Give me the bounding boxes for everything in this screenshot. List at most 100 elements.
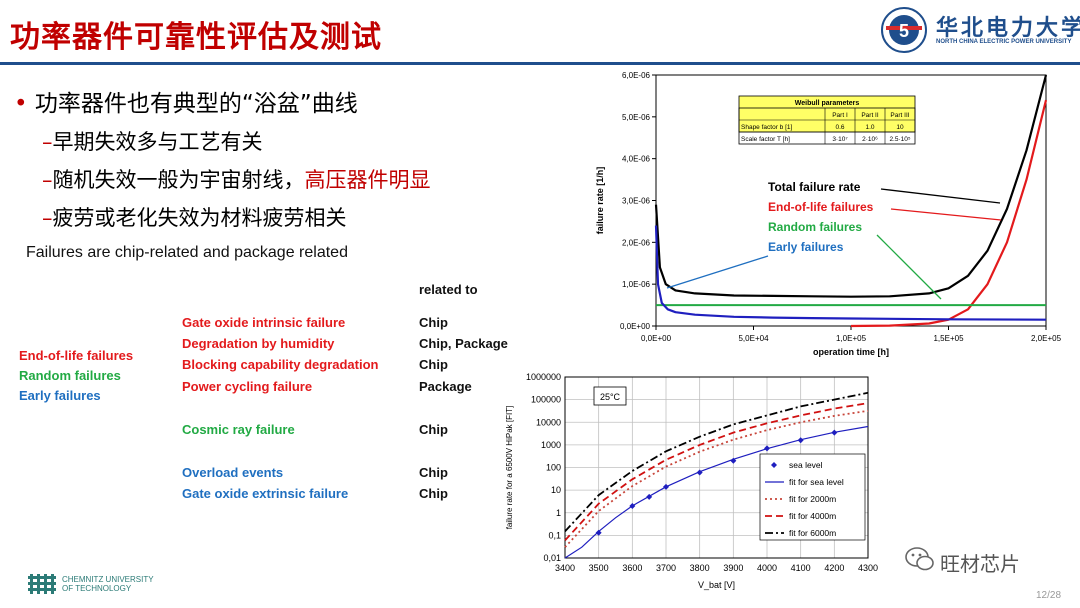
series-line [654,74,1048,298]
weibull-cell: 0.6 [835,124,844,131]
x-tick-label: 4000 [757,563,777,573]
weibull-cell: Part II [861,112,879,119]
weibull-cell: Shape factor b [1] [741,124,793,131]
emblem-digit: 5 [899,21,909,41]
failure-mode-label: Degradation by humidity [182,336,335,351]
annotation-text: 25°C [600,392,621,402]
weibull-cell: Part III [890,112,909,119]
failure-mode-label: Gate oxide intrinsic failure [182,315,346,330]
sub-bullet-1: –早期失效多与工艺有关 [42,126,263,156]
y-tick-label: 2,0E-06 [622,238,651,247]
y-tick-label: 1000000 [526,372,561,382]
legend-label: fit for 2000m [789,494,836,504]
university-name-cn: 华北电力大学 [936,15,1080,41]
x-tick-label: 4200 [824,563,844,573]
dash-icon: – [42,168,53,192]
y-tick-label: 0,0E+00 [620,322,651,331]
failure-mode-label: Cosmic ray failure [182,422,295,437]
dash-icon: – [42,130,53,154]
weibull-cell: Part I [832,112,848,119]
x-tick-label: 5,0E+04 [738,334,769,343]
series-label: End-of-life failures [768,200,874,214]
legend-label: sea level [789,460,823,470]
y-tick-label: 0,1 [548,530,561,540]
series-label: Total failure rate [768,180,861,194]
x-tick-label: 3900 [723,563,743,573]
failure-relation-label: Chip, Package [419,336,508,351]
cosmic-ray-fit-chart: 3400 3500 3600 3700 3800 3900 4000 4100 4200 4300… [498,366,880,598]
legend-marker [771,462,777,468]
series-line [564,409,869,548]
x-tick-label: 1,5E+05 [933,334,964,343]
tu-name-line-2: OF TECHNOLOGY [62,584,132,593]
x-tick-label: 3500 [589,563,609,573]
sub-bullet-2: –随机失效一般为宇宙射线，高压器件明显 [42,164,431,194]
series-leader-line [876,234,942,300]
failure-relation-label: Chip [419,465,448,480]
failure-relation-label: Chip [419,486,448,501]
sub-bullet-3-text: 疲劳或老化失效为材料疲劳相关 [52,206,347,230]
tu-name-line-1: CHEMNITZ UNIVERSITY [62,575,154,584]
failure-relation-label: Package [419,379,472,394]
x-tick-label: 4300 [858,563,878,573]
slide-title: 功率器件可靠性评估及测试 [10,20,382,55]
series-line [564,402,869,542]
x-axis-label: operation time [h] [813,347,889,357]
data-point [595,529,602,536]
university-emblem-icon: 5 [881,7,927,53]
legend-box [759,453,866,541]
x-tick-label: 3800 [690,563,710,573]
x-tick-label: 2,0E+05 [1031,334,1062,343]
legend-label: fit for 6000m [789,528,836,538]
failure-mode-label: Blocking capability degradation [182,357,379,372]
failure-relation-label: Chip [419,422,448,437]
y-tick-label: 10000 [536,417,561,427]
weibull-cell: 3·10⁷ [832,136,848,143]
legend-label: fit for 4000m [789,511,836,521]
y-tick-label: 1 [556,508,561,518]
weibull-cell: 2.5·10⁵ [889,136,910,143]
series-leader-line [666,255,769,289]
y-tick-label: 100 [546,463,561,473]
tu-chemnitz-logo-icon [28,574,58,594]
weibull-table: Weibull parameters Part I Part II Part III S… [738,95,916,145]
weibull-cell: 10 [896,124,904,131]
y-tick-label: 6,0E-06 [622,71,651,80]
failure-category-label: End-of-life failures [19,348,134,363]
failure-relation-label: Chip [419,315,448,330]
weibull-cell: 1.0 [865,124,874,131]
bathtub-curve-chart: 0,0E+00 1,0E-06 2,0E-06 3,0E-06 4,0E-06 5,0E-… [585,66,1070,364]
watermark-text: 旺材芯片 [940,552,1020,576]
page-number: 12/28 [1036,590,1062,601]
series-label: Early failures [768,240,844,254]
x-tick-label: 0,0E+00 [641,334,672,343]
y-tick-label: 100000 [531,395,561,405]
failure-mode-label: Power cycling failure [182,379,313,394]
x-tick-label: 3700 [656,563,676,573]
y-axis-label: failure rate [1/h] [595,167,605,235]
y-axis-label: failure rate for a 6500V HiPak [FIT] [505,406,514,530]
weibull-cell: 2·10⁶ [862,136,878,143]
title-underline [0,62,1080,65]
failure-relation-label: Chip [419,357,448,372]
y-tick-label: 0,01 [543,553,561,563]
series-line [564,391,869,533]
wechat-icon [905,547,934,571]
y-tick-label: 10 [551,485,561,495]
sub-bullet-3: –疲劳或老化失效为材料疲劳相关 [42,202,347,232]
sub-bullet-1-text: 早期失效多与工艺有关 [52,130,263,154]
x-axis-label: V_bat [V] [698,580,735,590]
main-bullet: • 功率器件也有典型的“浴盆”曲线 [14,84,358,118]
series-label: Random failures [768,220,862,234]
y-tick-label: 1,0E-06 [622,280,651,289]
annotation-box [593,386,627,406]
series-line [654,225,1047,321]
x-tick-label: 3600 [622,563,642,573]
sub-bullet-2-highlight: 高压器件明显 [304,168,431,192]
data-point [696,469,703,476]
weibull-body-frame [738,107,916,145]
series-line [850,99,1048,328]
series-leader-line [880,188,1001,204]
sub-bullet-2-text: 随机失效一般为宇宙射线， [52,168,305,192]
main-bullet-text: 功率器件也有典型的“浴盆”曲线 [34,91,358,117]
